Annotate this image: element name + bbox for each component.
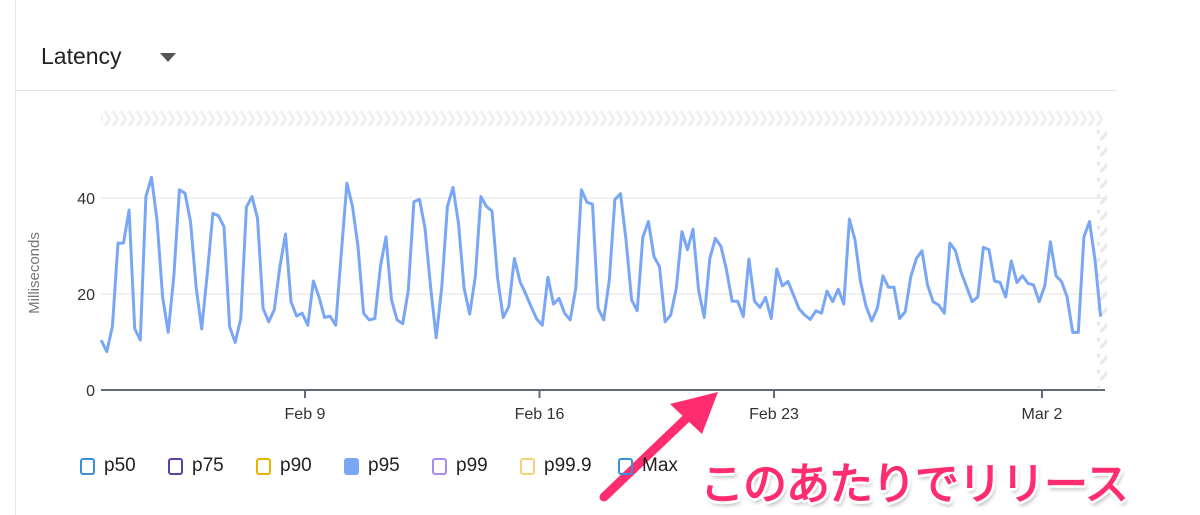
legend-label: p50 — [104, 455, 136, 476]
series-line-p95[interactable] — [99, 175, 1103, 354]
legend-checkbox-icon[interactable] — [618, 457, 633, 475]
dropdown-caret-icon[interactable] — [160, 53, 176, 62]
legend-checkbox-icon[interactable] — [80, 457, 95, 475]
legend-checkbox-icon[interactable] — [256, 457, 271, 475]
no-data-band-top — [101, 111, 1105, 126]
legend-checkbox-icon[interactable] — [344, 457, 359, 475]
legend-checkbox-icon[interactable] — [520, 457, 535, 475]
legend-item-p99-9[interactable]: p99.9 — [520, 455, 592, 477]
legend-item-p99[interactable]: p99 — [432, 455, 488, 477]
legend-label: p99 — [456, 455, 488, 476]
legend-item-p95[interactable]: p95 — [344, 455, 400, 477]
legend-checkbox-icon[interactable] — [168, 457, 183, 475]
partial-data-band — [1097, 130, 1107, 388]
x-tick-label: Mar 2 — [1022, 406, 1063, 423]
x-tick-label: Feb 23 — [749, 406, 799, 423]
legend-label: p90 — [280, 455, 312, 476]
legend-label: Max — [642, 455, 678, 476]
legend-checkbox-icon[interactable] — [432, 457, 447, 475]
latency-card: Latency — [15, 0, 1116, 515]
legend-label: p95 — [368, 455, 400, 476]
legend-item-p50[interactable]: p50 — [80, 455, 136, 477]
annotation-arrow-icon — [599, 392, 718, 502]
y-tick-label: 40 — [77, 191, 95, 208]
legend-label: p75 — [192, 455, 224, 476]
x-tick-label: Feb 16 — [515, 406, 565, 423]
legend-item-max[interactable]: Max — [618, 455, 678, 477]
x-tick-label: Feb 9 — [285, 406, 326, 423]
y-axis-label: Milliseconds — [26, 232, 43, 314]
y-tick-label: 0 — [86, 383, 95, 400]
card-title: Latency — [41, 43, 122, 69]
legend-item-p90[interactable]: p90 — [256, 455, 312, 477]
y-tick-label: 20 — [77, 287, 95, 304]
card-header: Latency — [16, 0, 1116, 91]
release-annotation: このあたりでリリース — [700, 460, 1129, 509]
legend-label: p99.9 — [544, 455, 592, 476]
legend-item-p75[interactable]: p75 — [168, 455, 224, 477]
